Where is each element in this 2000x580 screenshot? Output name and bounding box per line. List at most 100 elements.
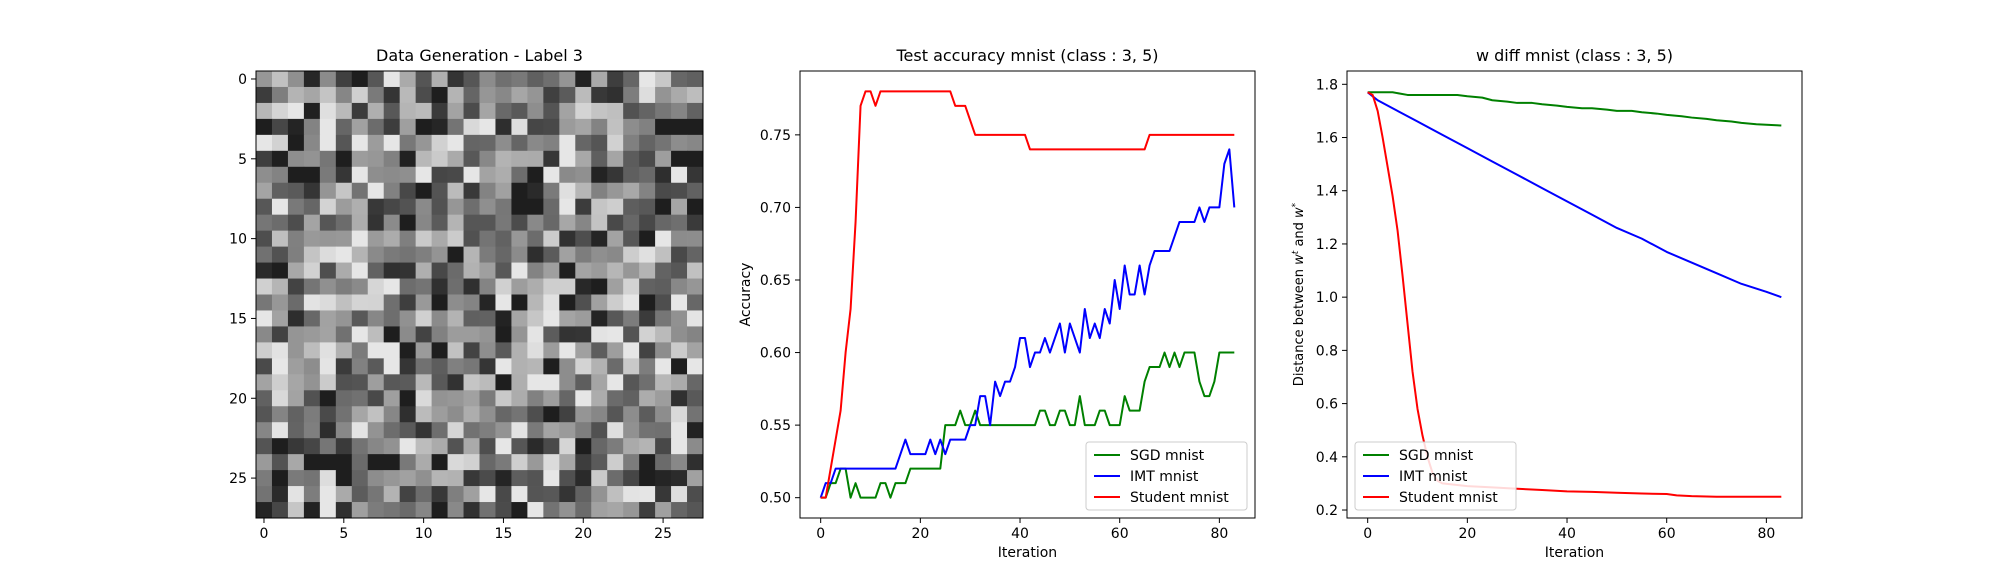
heatmap-cell <box>495 310 512 327</box>
heatmap-cell <box>303 438 321 455</box>
heatmap-cell <box>256 390 273 407</box>
heatmap-cell <box>431 422 448 439</box>
heatmap-cell <box>415 470 432 487</box>
heatmap-cell <box>655 406 672 423</box>
heatmap-cell <box>575 102 592 120</box>
heatmap-cell <box>511 374 528 391</box>
heatmap-cell <box>256 134 273 152</box>
heatmap-cell <box>495 374 512 391</box>
heatmap-cell <box>431 470 448 487</box>
heatmap-cell <box>415 198 432 216</box>
heatmap-cell <box>303 102 321 120</box>
heatmap-cell <box>399 214 417 232</box>
heatmap-cell <box>543 214 560 232</box>
heatmap-cell <box>479 294 496 311</box>
heatmap-cell <box>479 310 496 327</box>
heatmap-cell <box>303 134 321 152</box>
ytick-label: 0.6 <box>1316 397 1338 413</box>
heatmap-cell <box>447 150 464 168</box>
heatmap-cell <box>431 262 448 279</box>
heatmap-cell <box>303 86 321 104</box>
heatmap-cell <box>607 502 624 519</box>
wdiff-ylabel: Distance between wt and w* <box>1291 202 1307 386</box>
heatmap-cell <box>431 230 448 247</box>
heatmap-cell <box>447 470 464 487</box>
legend-label: IMT mnist <box>1399 469 1468 485</box>
heatmap-cell <box>383 326 401 343</box>
ytick-label: 0.65 <box>760 273 791 289</box>
heatmap-cell <box>271 150 289 168</box>
heatmap-cell <box>655 342 672 359</box>
heatmap-cell <box>431 71 448 88</box>
heatmap-cell <box>639 198 656 216</box>
heatmap-cell <box>687 342 704 359</box>
heatmap-cell <box>399 422 417 439</box>
heatmap-cell <box>559 102 576 120</box>
heatmap-cell <box>543 246 560 263</box>
heatmap-cell <box>287 246 305 263</box>
heatmap-cell <box>591 230 608 247</box>
heatmap-cell <box>623 198 640 216</box>
heatmap-cell <box>655 246 672 263</box>
heatmap-cell <box>415 150 432 168</box>
heatmap-cell <box>591 422 608 439</box>
heatmap-cell <box>655 486 672 503</box>
heatmap-cell <box>479 422 496 439</box>
heatmap-cell <box>303 486 321 503</box>
heatmap-cell <box>639 134 656 152</box>
heatmap-cell <box>687 246 704 263</box>
heatmap-cell <box>303 406 321 423</box>
accuracy-panel: 0 20 40 60 80 0.50 0.55 0.60 0.65 0.70 0.75 Test a… <box>738 46 1256 561</box>
heatmap-cell <box>511 198 528 216</box>
heatmap-cell <box>447 198 464 216</box>
heatmap-cell <box>399 358 417 375</box>
heatmap-cell <box>367 150 385 168</box>
heatmap-cell <box>256 294 273 311</box>
heatmap-cell <box>271 71 289 88</box>
heatmap-cell <box>639 374 656 391</box>
heatmap-cell <box>543 470 560 487</box>
heatmap-cell <box>607 454 624 471</box>
ytick-label: 1.6 <box>1316 131 1338 147</box>
heatmap-cell <box>655 71 672 88</box>
heatmap-cell <box>623 182 640 200</box>
heatmap-cell <box>335 358 353 375</box>
heatmap-cell <box>527 438 544 455</box>
heatmap-cell <box>479 278 496 295</box>
heatmap-cell <box>671 86 688 104</box>
heatmap-cell <box>271 342 289 359</box>
heatmap-cell <box>671 118 688 136</box>
heatmap-cell <box>543 294 560 311</box>
heatmap-cell <box>575 374 592 391</box>
heatmap-cell <box>495 438 512 455</box>
heatmap-cell <box>271 198 289 216</box>
heatmap-cell <box>383 342 401 359</box>
heatmap-cell <box>527 342 544 359</box>
heatmap-cell <box>383 278 401 295</box>
heatmap-cell <box>399 150 417 168</box>
heatmap-cell <box>591 166 608 184</box>
legend-label: SGD mnist <box>1399 448 1474 464</box>
heatmap-cell <box>687 118 704 136</box>
heatmap-cell <box>575 182 592 200</box>
heatmap-cell <box>319 134 337 152</box>
ytick-label: 0.8 <box>1316 343 1338 359</box>
heatmap-cell <box>415 342 432 359</box>
heatmap-cell <box>623 230 640 247</box>
heatmap-cell <box>303 422 321 439</box>
heatmap-cell <box>256 198 273 216</box>
heatmap-cell <box>671 406 688 423</box>
heatmap-cell <box>559 374 576 391</box>
heatmap-cell <box>351 86 369 104</box>
heatmap-cell <box>527 182 544 200</box>
heatmap-cell <box>367 102 385 120</box>
xtick-label: 80 <box>1210 526 1228 542</box>
heatmap-cell <box>335 438 353 455</box>
heatmap-cell <box>447 262 464 279</box>
heatmap-cell <box>543 150 560 168</box>
heatmap-cell <box>559 390 576 407</box>
heatmap-cell <box>415 278 432 295</box>
heatmap-cell <box>543 326 560 343</box>
heatmap-cell <box>463 294 480 311</box>
heatmap-cell <box>463 86 480 104</box>
